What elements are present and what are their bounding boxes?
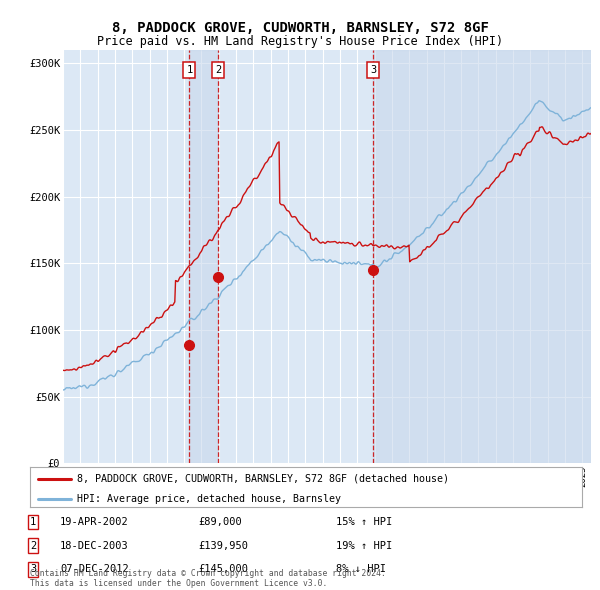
Text: 8, PADDOCK GROVE, CUDWORTH, BARNSLEY, S72 8GF: 8, PADDOCK GROVE, CUDWORTH, BARNSLEY, S7…	[112, 21, 488, 35]
Text: 3: 3	[370, 65, 376, 75]
Text: £139,950: £139,950	[198, 541, 248, 550]
Bar	[190, 50, 218, 463]
Text: 19% ↑ HPI: 19% ↑ HPI	[336, 541, 392, 550]
Text: 19-APR-2002: 19-APR-2002	[60, 517, 129, 527]
Text: 2: 2	[215, 65, 221, 75]
Text: 8, PADDOCK GROVE, CUDWORTH, BARNSLEY, S72 8GF (detached house): 8, PADDOCK GROVE, CUDWORTH, BARNSLEY, S7…	[77, 474, 449, 484]
Text: 2: 2	[30, 541, 36, 550]
Text: Contains HM Land Registry data © Crown copyright and database right 2024.
This d: Contains HM Land Registry data © Crown c…	[30, 569, 386, 588]
Text: 07-DEC-2012: 07-DEC-2012	[60, 565, 129, 574]
Text: 1: 1	[30, 517, 36, 527]
Text: 3: 3	[30, 565, 36, 574]
Text: £145,000: £145,000	[198, 565, 248, 574]
Text: Price paid vs. HM Land Registry's House Price Index (HPI): Price paid vs. HM Land Registry's House …	[97, 35, 503, 48]
Text: 18-DEC-2003: 18-DEC-2003	[60, 541, 129, 550]
Text: 1: 1	[186, 65, 193, 75]
Text: HPI: Average price, detached house, Barnsley: HPI: Average price, detached house, Barn…	[77, 494, 341, 504]
Bar	[373, 50, 591, 463]
Text: 15% ↑ HPI: 15% ↑ HPI	[336, 517, 392, 527]
Text: 8% ↓ HPI: 8% ↓ HPI	[336, 565, 386, 574]
Text: £89,000: £89,000	[198, 517, 242, 527]
